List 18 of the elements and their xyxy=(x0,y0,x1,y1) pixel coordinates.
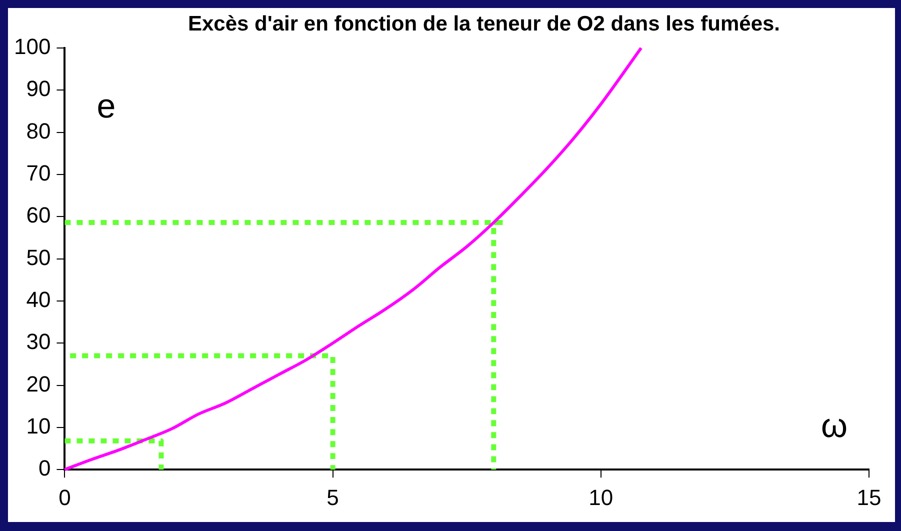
x-tick-label: 10 xyxy=(588,484,614,510)
x-tick-label: 5 xyxy=(326,484,339,510)
y-axis-title: e xyxy=(96,87,116,126)
y-tick-label: 80 xyxy=(26,118,51,144)
y-tick-label: 40 xyxy=(26,287,51,312)
y-tick-label: 100 xyxy=(14,34,51,60)
y-tick-label: 0 xyxy=(38,456,51,481)
y-tick-label: 10 xyxy=(26,414,51,439)
y-tick-label: 30 xyxy=(26,329,51,354)
y-tick-label: 90 xyxy=(26,76,51,102)
y-tick-label: 20 xyxy=(26,371,51,396)
chart-title: Excès d'air en fonction de la teneur de O2 dans les fumées. xyxy=(188,12,780,36)
y-tick-label: 50 xyxy=(26,244,51,270)
x-axis-title: ω xyxy=(821,406,848,445)
y-tick-label: 70 xyxy=(26,160,51,186)
x-tick-label: 0 xyxy=(58,484,71,510)
x-tick-label: 15 xyxy=(856,484,882,510)
y-tick-label: 60 xyxy=(26,202,51,228)
